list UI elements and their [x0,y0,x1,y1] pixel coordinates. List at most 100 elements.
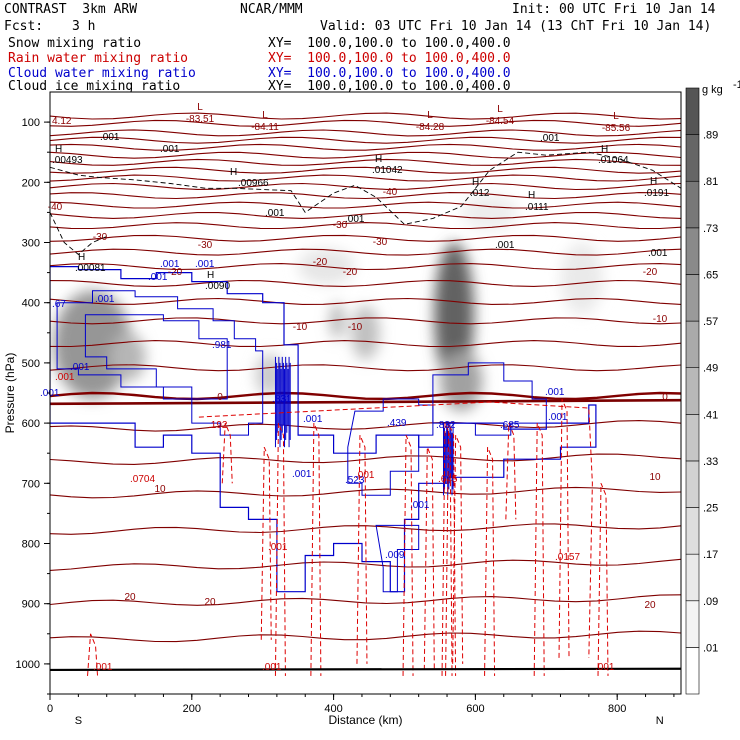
colorbar-swatch-3 [685,507,700,555]
temperature-label-10: -30 [373,237,388,248]
rain-contour-15 [597,483,609,676]
temperature-label-17: 0 [662,392,668,403]
temperature-contour-14 [50,234,681,242]
contour-lines [50,112,681,676]
y-tick-label-9: 1000 [16,659,40,671]
x-tick-label-3: 600 [466,703,484,715]
temperature-label-19: 20 [644,600,656,611]
cloud-water-label-5: .981 [212,340,232,351]
rain-contour-4 [310,422,322,676]
colorbar-swatch-1 [685,600,700,648]
temperature-contour-18 [50,297,681,305]
cloud-water-label-8: .439 [387,418,407,429]
forecast-hours: 3 h [72,19,96,34]
snow-label-9: .001 [265,208,285,219]
freezing-level-line [50,398,681,406]
colorbar-label-1: .09 [703,596,718,608]
rain-envelope [198,401,593,658]
colorbar-swatch-10 [685,180,700,229]
temperature-label-9: -40 [383,187,398,198]
temperature-contour-6 [50,158,681,166]
org-label: NCAR/MMM [240,2,303,17]
temperature-label-4: -10 [293,322,308,333]
colorbar-swatch-7 [685,320,700,368]
colorbar-swatch-11 [685,134,700,182]
snow-label-8: .0191 [644,188,669,199]
temperature-label-15: -20 [643,267,658,278]
colorbar-swatch-9 [685,227,700,275]
field-xy-rain: XY= 100.0,100.0 to 100.0,400.0 [268,51,511,66]
temperature-contour-20 [50,340,681,348]
y-tick-label-1: 200 [22,177,40,189]
snow-max-marker-5: H [601,144,608,155]
cloud-ice-contour-2 [50,212,107,256]
rain-contour-12 [505,422,517,520]
minimum-value-0: -83.51 [186,114,215,125]
forecast-label: Fcst: [4,19,44,34]
temperature-label-8: 20 [204,597,216,608]
temperature-contour-15 [50,248,681,256]
snow-shading [53,194,604,412]
temperature-contour-7 [50,166,681,174]
colorbar-swatch-5 [685,414,700,462]
cloud-water-label-18: .009 [385,550,405,561]
cloud-water-inner-5 [375,524,420,593]
cloud-water-label-4: .67 [52,299,66,310]
minimum-value-2: -84.28 [416,122,445,133]
y-axis-title: Pressure (hPa) [3,353,17,434]
x-axis-title: Distance (km) [328,713,402,727]
temperature-label-7: 20 [124,592,136,603]
colorbar-label-11: .89 [703,130,718,142]
temperature-contour-23 [50,420,681,432]
rain-contour-11 [484,446,496,676]
cloud-water-label-16: .001 [292,469,312,480]
edge-value-label: 4.12 [52,116,72,127]
snow-label-14: .0090 [205,281,230,292]
y-tick-label-7: 800 [22,539,40,551]
temperature-label-1: -30 [93,232,108,243]
rain-label-0: .192 [208,420,228,431]
cloud-water-label-10: .832 [436,420,456,431]
colorbar-label-9: .73 [703,223,718,235]
temperature-label-0: -40 [48,202,63,213]
temperature-contour-28 [50,594,681,606]
y-tick-label-8: 900 [22,599,40,611]
colorbar-unit: g kg [702,84,723,96]
snow-label-3: .00966 [238,178,269,189]
cloud-water-label-1: .001 [195,259,215,270]
cloud-water-inner-2 [84,314,228,400]
colorbar-swatch-2 [685,553,700,602]
temperature-contour-29 [50,630,681,643]
temperature-label-16: -10 [653,314,668,325]
x-tick-label-1: 200 [183,703,201,715]
colorbar-label-10: .81 [703,176,718,188]
y-tick-label-2: 300 [22,238,40,250]
rain-label-4: .0157 [555,552,580,563]
cloud-water-label-2: .001 [148,272,168,283]
rain-label-8: .001 [55,372,75,383]
temperature-label-12: -20 [313,257,328,268]
colorbar-swatch-6 [685,367,700,415]
temperature-contour-27 [50,558,681,571]
model-title: CONTRAST 3km ARW [4,2,138,17]
snow-label-0: .001 [100,132,120,143]
temperature-label-18: 10 [649,472,661,483]
snow-max-marker-6: H [650,176,657,187]
cloud-water-inner-1 [56,290,264,436]
temperature-contour-8 [50,174,681,182]
snow-max-marker-4: H [528,190,535,201]
temperature-contour-0 [50,112,681,120]
snow-label-1: .001 [160,144,180,155]
colorbar-label-0: .01 [703,642,718,654]
snow-label-2: .00493 [52,155,83,166]
north-label: N [656,715,664,727]
x-tick-label-2: 400 [324,703,342,715]
snow-label-15: .001 [648,248,668,259]
valid-time: Valid: 03 UTC Fri 10 Jan 14 (13 ChT Fri … [320,19,712,34]
rain-contour-3 [274,422,286,676]
minimum-marker-3: L [497,104,503,115]
temperature-contour-16 [50,263,681,271]
temperature-contour-24 [50,453,681,465]
